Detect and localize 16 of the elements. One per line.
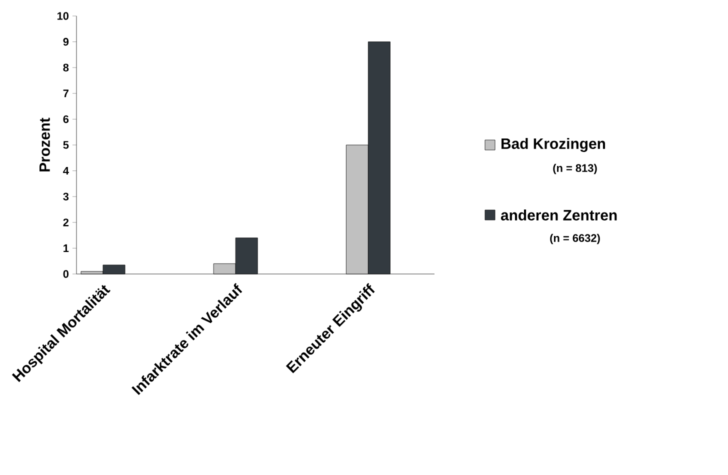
y-tick-label: 4 (63, 167, 69, 175)
y-tick-label: 5 (63, 141, 69, 149)
y-tick-label: 3 (63, 192, 69, 200)
y-tick-label: 10 (57, 12, 69, 20)
y-tick-label: 2 (63, 218, 69, 226)
y-tick-label: 0 (63, 270, 69, 278)
y-axis-title: Prozent (40, 118, 50, 172)
y-tick-label: 1 (64, 244, 69, 252)
y-tick-label: 8 (63, 64, 69, 72)
text: (n = 6632) (550, 234, 600, 244)
y-tick-label: 9 (63, 38, 69, 46)
y-tick-label: 6 (63, 115, 69, 124)
y-tick-label: 7 (63, 90, 68, 98)
legend-label: anderen Zentren (500, 210, 617, 220)
legend-label: Bad Krozingen (502, 138, 606, 152)
text: (n = 813) (553, 164, 597, 174)
